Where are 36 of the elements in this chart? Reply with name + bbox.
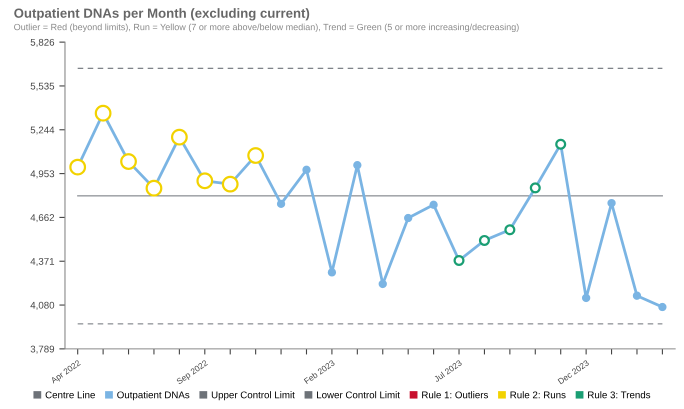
legend-label: Upper Control Limit <box>212 391 295 400</box>
point <box>404 214 412 222</box>
point <box>94 104 112 122</box>
point <box>607 198 616 208</box>
y-tick-label: 4,662 <box>30 214 54 222</box>
point <box>276 200 286 208</box>
point <box>582 294 590 302</box>
point <box>632 292 642 300</box>
legend-label: Lower Control Limit <box>317 391 400 398</box>
chart-title: Outpatient DNAs per Month (excluding current) <box>14 8 310 20</box>
y-tick-label: 4,080 <box>30 302 54 310</box>
chart-subtitle: Outlier = Red (beyond limits), Run = Yellow (7 or more above/below median), Trend = Green (5 or more increasing/decreasing) <box>14 24 519 32</box>
legend-label: Rule 1: Outliers <box>422 391 488 398</box>
y-tick-label: 5,535 <box>30 82 54 91</box>
legend-label: Rule 2: Runs <box>510 391 566 398</box>
point <box>658 302 667 312</box>
legend-label: Rule 3: Trends <box>588 391 650 398</box>
point <box>196 172 214 190</box>
point <box>222 176 239 193</box>
point <box>353 160 362 170</box>
legend-label: Centre Line <box>46 391 95 398</box>
point <box>429 200 438 209</box>
legend-label: Outpatient DNAs <box>117 391 190 400</box>
point <box>120 153 137 170</box>
point <box>328 268 336 277</box>
point <box>170 128 188 146</box>
y-tick-label: 5,244 <box>30 126 54 135</box>
y-tick-label: 4,953 <box>30 170 54 178</box>
point <box>146 180 162 197</box>
y-tick-label: 4,371 <box>30 258 54 266</box>
y-tick-label: 5,826 <box>30 38 54 47</box>
point <box>378 280 387 288</box>
point <box>302 166 311 174</box>
y-tick-label: 3,789 <box>30 346 54 354</box>
point <box>247 147 264 164</box>
point <box>69 158 86 176</box>
